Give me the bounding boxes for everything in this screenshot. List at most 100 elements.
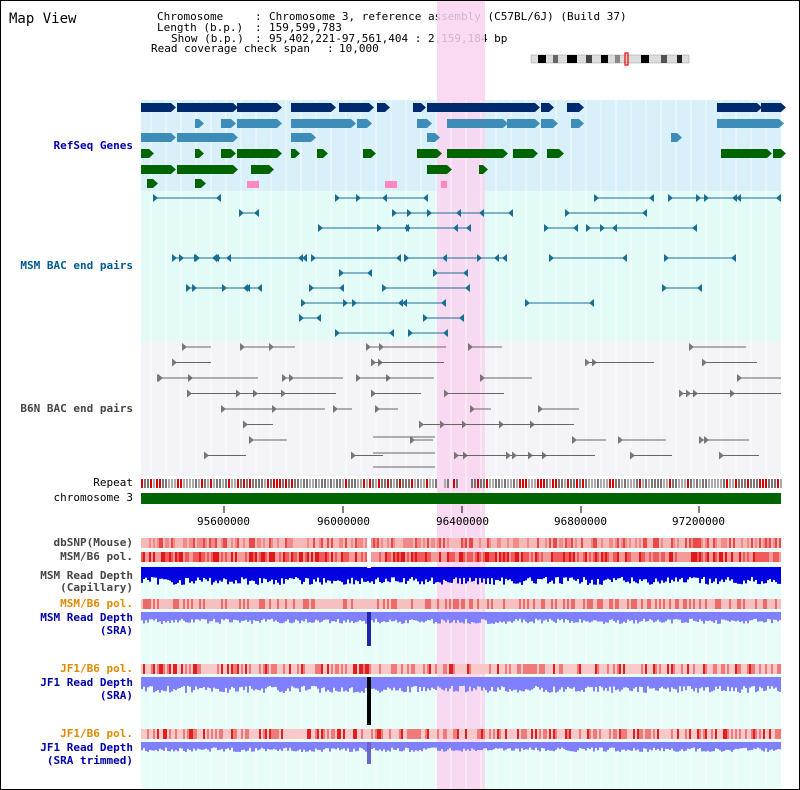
track-label-msm-b6-pol-2[interactable]: MSM/B6 pol. — [60, 597, 133, 610]
msm-b6-pol-strip — [677, 552, 679, 562]
msm-b6-pol-strip — [685, 599, 687, 609]
jf1-b6-pol-strip — [669, 664, 671, 674]
track-label-repeat[interactable]: Repeat — [93, 476, 133, 489]
jf1-depth-trimmed-bar — [689, 742, 691, 750]
repeat-element — [549, 479, 551, 488]
dbsnp-strip — [531, 538, 533, 548]
jf1-depth-sra-bar — [621, 677, 623, 690]
jf1-b6-pol-strip — [303, 664, 305, 674]
jf1-depth-trimmed-bar — [701, 742, 703, 752]
msm-depth-capillary-bar — [155, 567, 157, 578]
track-label-msm-depth-capillary[interactable]: MSM Read Depth — [40, 569, 133, 582]
jf1-b6-pol-strip — [141, 729, 143, 739]
jf1-depth-trimmed-bar — [537, 742, 539, 751]
msm-depth-sra-bar — [199, 612, 201, 621]
msm-b6-pol-strip — [553, 599, 555, 609]
msm-depth-capillary-bar — [397, 567, 399, 582]
track-label-jf1-b6-pol-1[interactable]: JF1/B6 pol. — [60, 662, 133, 675]
jf1-depth-trimmed-bar — [461, 742, 463, 752]
msm-b6-pol-strip — [185, 599, 187, 609]
track-label-msm-b6-pol-1[interactable]: MSM/B6 pol. — [60, 550, 133, 563]
refseq-gene — [221, 119, 231, 128]
jf1-depth-sra-bar — [379, 677, 381, 693]
msm-b6-pol-strip — [441, 599, 443, 609]
msm-depth-capillary-bar — [403, 567, 405, 579]
track-label-chromosome[interactable]: chromosome 3 — [53, 491, 133, 504]
dbsnp-strip — [777, 538, 779, 548]
msm-b6-pol-strip — [313, 599, 315, 609]
jf1-b6-pol-strip — [457, 729, 459, 739]
msm-depth-sra-bar — [195, 612, 197, 620]
track-label-jf1-b6-pol-2[interactable]: JF1/B6 pol. — [60, 727, 133, 740]
jf1-b6-pol-strip — [561, 729, 563, 739]
msm-b6-pol-strip — [353, 599, 355, 609]
jf1-depth-trimmed-bar — [243, 742, 245, 750]
track-label-jf1-depth-trimmed[interactable]: JF1 Read Depth — [40, 741, 133, 754]
repeat-element — [360, 479, 362, 488]
jf1-b6-pol-strip — [307, 664, 309, 674]
jf1-b6-pol-strip — [539, 729, 541, 739]
msm-b6-pol-strip — [571, 599, 573, 609]
dbsnp-strip — [693, 538, 695, 548]
refseq-gene-arrow — [351, 119, 356, 128]
jf1-depth-sra-bar — [365, 677, 367, 689]
msm-depth-capillary-bar — [497, 567, 499, 580]
track-label-msm-bac[interactable]: MSM BAC end pairs — [20, 259, 133, 272]
repeat-element — [570, 479, 572, 488]
track-label-dbsnp[interactable]: dbSNP(Mouse) — [53, 536, 133, 549]
jf1-depth-sra-bar — [143, 677, 145, 687]
repeat-element — [513, 479, 515, 488]
jf1-depth-trimmed-bar — [225, 742, 227, 750]
jf1-b6-pol-strip — [659, 729, 661, 739]
msm-b6-pol-strip — [367, 599, 369, 609]
jf1-b6-pol-strip — [249, 729, 251, 739]
repeat-element — [567, 479, 569, 488]
jf1-depth-trimmed-bar — [247, 742, 249, 751]
jf1-b6-pol-strip — [281, 729, 283, 739]
msm-depth-sra-bar — [347, 612, 349, 620]
jf1-b6-pol-strip — [553, 729, 555, 739]
jf1-b6-pol-strip — [519, 729, 521, 739]
jf1-b6-pol-strip — [369, 664, 371, 674]
dbsnp-strip — [595, 538, 597, 548]
msm-depth-sra-bar — [301, 612, 303, 621]
msm-depth-capillary-bar — [581, 567, 583, 583]
jf1-depth-trimmed-bar — [595, 742, 597, 748]
jf1-b6-pol-strip — [259, 729, 261, 739]
jf1-depth-sra-bar — [777, 677, 779, 692]
jf1-depth-trimmed-bar — [289, 742, 291, 748]
msm-depth-sra-bar — [385, 612, 387, 623]
jf1-depth-sra-bar — [497, 677, 499, 688]
jf1-depth-sra-bar — [289, 677, 291, 692]
jf1-depth-trimmed-bar — [413, 742, 415, 752]
jf1-b6-pol-strip — [209, 729, 211, 739]
msm-depth-capillary-bar — [697, 567, 699, 578]
jf1-depth-trimmed-bar — [769, 742, 771, 751]
msm-b6-pol-strip — [745, 552, 747, 562]
jf1-b6-pol-strip — [297, 729, 299, 739]
msm-depth-sra-bar — [177, 612, 179, 623]
msm-b6-pol-strip — [375, 599, 377, 609]
jf1-b6-pol-strip — [681, 664, 683, 674]
msm-b6-pol-strip — [407, 599, 409, 609]
msm-depth-capillary-bar — [779, 567, 781, 584]
track-label-msm-depth-sra[interactable]: MSM Read Depth — [40, 611, 133, 624]
jf1-b6-pol-strip — [491, 729, 493, 739]
jf1-depth-sra-bar — [675, 677, 677, 690]
jf1-depth-trimmed-bar — [469, 742, 471, 752]
repeat-element — [324, 479, 326, 488]
msm-depth-sra-bar — [419, 612, 421, 623]
jf1-depth-sra-bar — [197, 677, 199, 690]
jf1-depth-trimmed-bar — [551, 742, 553, 751]
jf1-b6-pol-strip — [501, 664, 503, 674]
msm-depth-sra-bar — [739, 612, 741, 623]
msm-depth-capillary-bar — [683, 567, 685, 583]
jf1-depth-sra-bar — [569, 677, 571, 689]
track-label-refseq[interactable]: RefSeq Genes — [53, 139, 133, 152]
track-label-b6n-bac[interactable]: B6N BAC end pairs — [20, 402, 133, 415]
msm-b6-pol-strip — [567, 552, 569, 562]
msm-b6-pol-strip — [425, 599, 427, 609]
track-label-jf1-depth-sra[interactable]: JF1 Read Depth — [40, 676, 133, 689]
jf1-b6-pol-strip — [547, 729, 549, 739]
